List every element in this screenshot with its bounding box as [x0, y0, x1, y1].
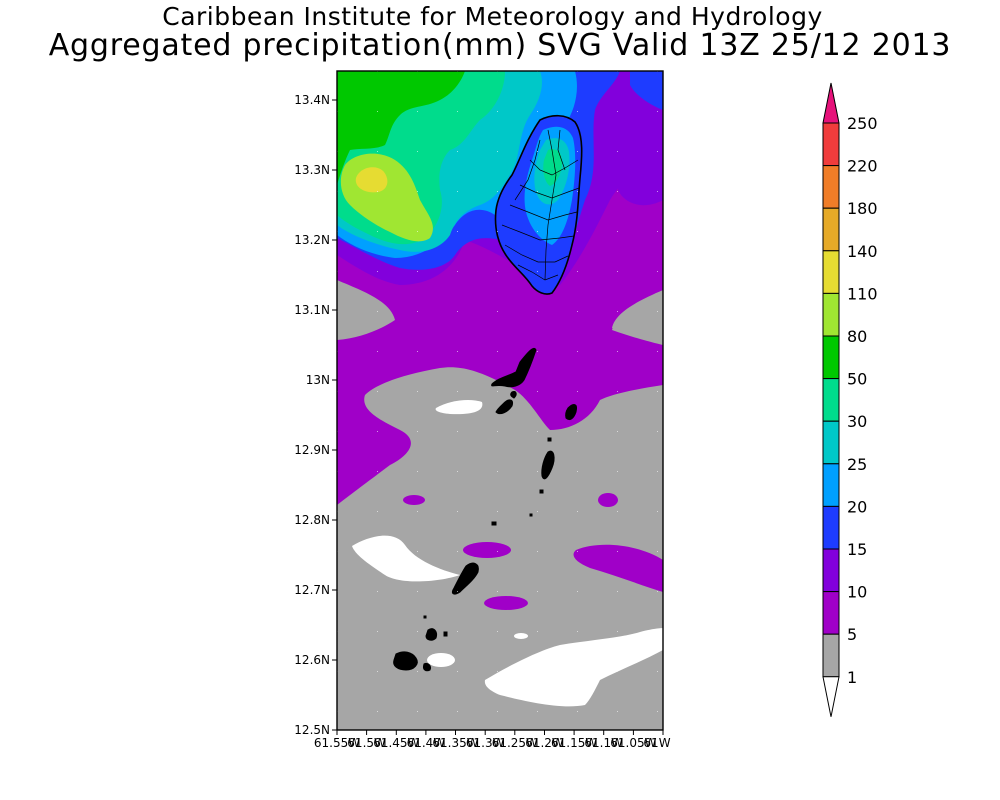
colorbar-swatch — [822, 591, 840, 635]
colorbar-swatch — [822, 207, 840, 252]
colorbar-label: 25 — [847, 455, 867, 474]
colorbar-swatch — [822, 335, 840, 380]
colorbar-label: 110 — [847, 284, 878, 303]
colorbar-label: 250 — [847, 114, 878, 133]
x-tick-label: 61W — [643, 736, 670, 750]
y-tick-label: 12.6N — [294, 653, 330, 667]
x-tick-label: 61.25W — [492, 736, 538, 750]
y-tick-label: 13.1N — [294, 303, 330, 317]
colorbar-label: 10 — [847, 583, 867, 602]
y-tick-label: 13.3N — [294, 163, 330, 177]
colorbar-label: 15 — [847, 540, 867, 559]
colorbar-label: 140 — [847, 242, 878, 261]
colorbar-swatch — [822, 505, 840, 550]
x-tick-label: 61.15W — [551, 736, 597, 750]
y-tick-label: 13N — [306, 373, 330, 387]
x-tick-label: 61.5W — [347, 736, 386, 750]
colorbar-label: 80 — [847, 327, 867, 346]
map-frame — [336, 70, 664, 731]
y-tick-label: 12.7N — [294, 583, 330, 597]
x-tick-label: 61.55W — [314, 736, 360, 750]
graticule-dots — [337, 71, 663, 730]
x-axis — [336, 730, 664, 735]
y-tick-label: 12.8N — [294, 513, 330, 527]
x-tick-label: 61.35W — [432, 736, 478, 750]
map-panel[interactable] — [337, 71, 663, 730]
colorbar-label: 5 — [847, 625, 857, 644]
y-tick-label: 13.4N — [294, 93, 330, 107]
colorbar-swatch — [822, 420, 840, 465]
x-tick-label: 61.05W — [610, 736, 656, 750]
title-line-2: Aggregated precipitation(mm) SVG Valid 1… — [48, 28, 952, 63]
colorbar-label: 180 — [847, 199, 878, 218]
colorbar-max-arrow — [822, 82, 840, 124]
y-tick-label: 12.9N — [294, 443, 330, 457]
colorbar-label: 50 — [847, 370, 867, 389]
x-axis-labels: 61.55W 61.5W 61.45W 61.4W 61.35W 61.3W 6… — [314, 736, 671, 750]
y-axis-labels: 13.4N 13.3N 13.2N 13.1N 13N 12.9N 12.8N … — [294, 93, 330, 737]
colorbar-label: 20 — [847, 497, 867, 516]
x-tick-label: 61.45W — [373, 736, 419, 750]
x-tick-label: 61.2W — [525, 736, 564, 750]
colorbar-swatch — [822, 633, 840, 678]
colorbar-label: 220 — [847, 157, 878, 176]
colorbar-swatch — [822, 165, 840, 209]
x-tick-label: 61.4W — [407, 736, 446, 750]
colorbar-swatch — [822, 292, 840, 337]
x-tick-label: 61.3W — [466, 736, 505, 750]
colorbar-swatch — [822, 378, 840, 422]
colorbar-min-arrow — [822, 676, 840, 717]
colorbar-label: 1 — [847, 668, 857, 687]
colorbar-label: 30 — [847, 412, 867, 431]
colorbar-legend: 250 220 180 140 110 80 50 30 25 20 15 10 5 1 — [822, 82, 878, 717]
y-tick-label: 12.5N — [294, 723, 330, 737]
y-axis — [332, 99, 337, 731]
colorbar-swatch — [822, 250, 840, 294]
x-tick-label: 61.1W — [584, 736, 623, 750]
colorbar-swatch — [822, 548, 840, 593]
y-tick-label: 13.2N — [294, 233, 330, 247]
title-line-1: Caribbean Institute for Meteorology and … — [162, 2, 823, 31]
colorbar-swatch — [822, 463, 840, 507]
colorbar-swatch — [822, 122, 840, 167]
